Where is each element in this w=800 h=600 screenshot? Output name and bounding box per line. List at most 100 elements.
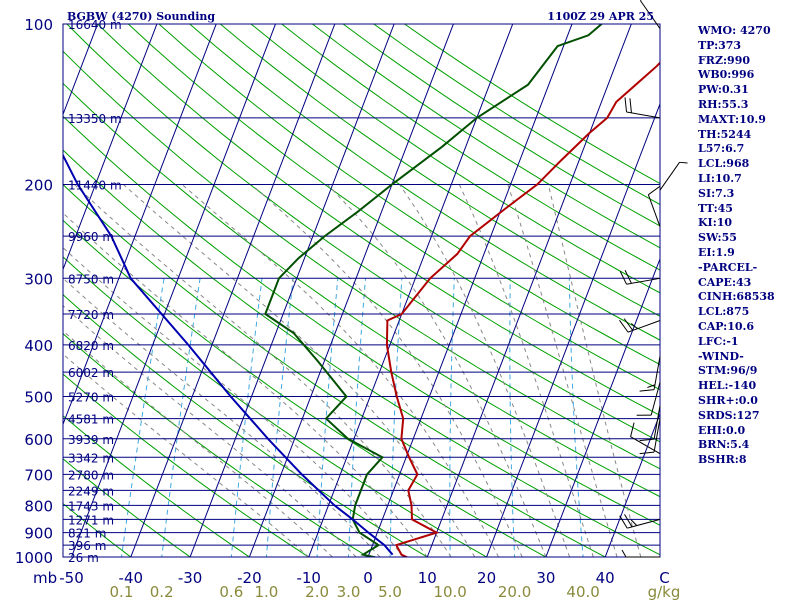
moist-adiabat [458, 184, 594, 557]
temperature-tick-label: 30 [536, 569, 555, 587]
moist-adiabat [507, 184, 618, 557]
wind-barb-staff [653, 405, 661, 440]
chart-timestamp: 1100Z 29 APR 25 [547, 10, 654, 23]
isotherm-line [248, 24, 454, 557]
mixing-ratio-line [389, 278, 403, 557]
isotherm-line [545, 257, 660, 557]
wind-barb-feather [619, 320, 629, 333]
temperature-tick-label: -50 [59, 569, 84, 587]
index-item: FRZ:990 [698, 53, 751, 67]
wind-barb [639, 418, 661, 455]
dry-adiabat [250, 24, 660, 294]
wind-barb-staff [626, 111, 661, 119]
height-label: 2249 m [68, 484, 114, 498]
temperature-tick-label: 10 [418, 569, 437, 587]
isotherm-line [426, 24, 632, 557]
mixing-ratio-line [568, 278, 584, 557]
index-item: CINH:68538 [698, 290, 775, 304]
temperature-tick-label: -30 [178, 569, 203, 587]
moist-adiabat [122, 184, 476, 557]
wind-barb [621, 549, 660, 558]
wind-barb-staff [659, 162, 680, 191]
moist-adiabat [251, 184, 523, 557]
height-label: 8750 m [68, 272, 114, 286]
wind-barb-feather [639, 389, 655, 392]
pressure-tick-label: 700 [24, 466, 53, 484]
index-item: WB0:996 [698, 68, 755, 82]
isotherm-line [604, 412, 660, 557]
moist-adiabat [63, 304, 357, 557]
isotherm-line [63, 24, 99, 116]
index-item: SW:55 [698, 231, 737, 245]
temperature-tick-label: -10 [296, 569, 321, 587]
wind-barbs [619, 0, 688, 558]
height-label: 26 m [68, 551, 99, 565]
isotherm-line [70, 24, 277, 557]
wind-barb-staff [626, 277, 661, 285]
index-item: TH:5244 [698, 127, 752, 141]
wind-barb-feather [624, 514, 633, 528]
wind-barb-feather [624, 270, 632, 284]
plot-frame [62, 23, 661, 558]
index-item: SI:7.3 [698, 186, 735, 200]
isotherm-line [308, 24, 514, 557]
wind-barb-feather [619, 515, 628, 529]
wind-barb-feather [623, 318, 634, 331]
pressure-tick-label: 500 [24, 389, 53, 407]
temperature-tick-label: C [659, 569, 669, 587]
wind-barb-feather [640, 0, 642, 1]
wind-barb-feather [624, 97, 628, 113]
mixing-ratio-tick-labels: 0.1 0.2 0.6 1.0 2.0 3.0 5.0 10.0 20.0 40.0 g/kg [110, 583, 681, 600]
dry-adiabat [63, 294, 429, 557]
wind-barb-staff [647, 194, 661, 227]
wind-barb [639, 405, 661, 442]
index-item: WMO: 4270 [698, 24, 771, 37]
profile-lines [63, 24, 660, 557]
index-item: CAP:10.6 [698, 319, 755, 333]
dry-adiabat [127, 24, 660, 391]
wind-barb [619, 270, 661, 285]
index-item: TP:373 [698, 38, 742, 52]
dry-adiabat [63, 256, 488, 557]
wind-barb-feather [619, 270, 627, 285]
index-item: MAXT:10.9 [698, 112, 766, 126]
isotherm-line [189, 24, 395, 557]
index-item: EHI:0.0 [698, 423, 746, 437]
pressure-tick-label: 100 [24, 16, 53, 34]
index-item: EI:1.9 [698, 245, 735, 259]
index-item: BRN:5.4 [698, 438, 750, 452]
dry-adiabat [63, 415, 251, 557]
pressure-tick-labels: 100 200 300 400 500 600 700 800 900 1000 [15, 16, 53, 567]
wind-barb [630, 422, 661, 455]
mixing-ratio-tick-label: 1.0 [254, 583, 278, 600]
wind-barb [647, 185, 661, 227]
dry-adiabat [63, 183, 607, 557]
isotherm-line [0, 12, 43, 568]
index-item: TT:45 [698, 201, 733, 215]
height-labels: 16640 m 13350 m 11440 m 9960 m 8750 m 7720 m 6… [68, 18, 122, 565]
mixing-ratio-tick-label: 5.0 [378, 583, 402, 600]
pressure-unit-label: mb [33, 569, 57, 587]
wind-barb-feather [639, 451, 655, 455]
pressure-tick-label: 800 [24, 497, 53, 515]
index-item: CAPE:43 [698, 275, 752, 289]
height-label: 821 m [68, 527, 106, 541]
height-label: 11440 m [68, 178, 122, 192]
mixing-ratio-tick-label: 10.0 [433, 583, 466, 600]
index-item: PW:0.31 [698, 83, 749, 97]
dry-adiabat [189, 24, 660, 341]
dry-adiabat [66, 24, 660, 443]
dry-adiabat [63, 115, 660, 526]
pressure-tick-label: 300 [24, 270, 53, 288]
dry-adiabats [63, 24, 660, 557]
dry-adiabat [97, 24, 660, 416]
index-item: RH:55.3 [698, 97, 749, 111]
dry-adiabat [158, 24, 660, 366]
moist-adiabat [63, 277, 381, 557]
wind-barb [636, 382, 661, 416]
dry-adiabat [281, 24, 660, 271]
wind-barb-feather [630, 323, 638, 330]
index-item: BSHR:8 [698, 453, 747, 467]
mixing-ratio-line [316, 278, 339, 557]
height-label: 6820 m [68, 339, 114, 353]
